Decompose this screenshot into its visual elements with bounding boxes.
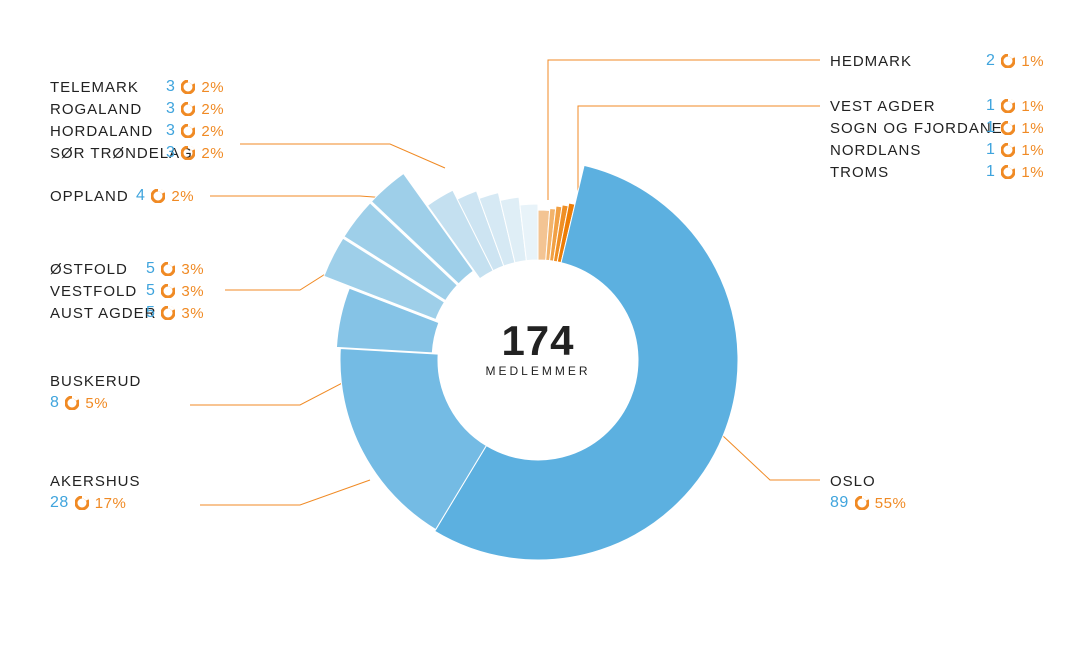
mini-donut-icon [151,189,165,203]
legend-row-oslo: OSLO [830,470,906,492]
legend-name: VESTFOLD [50,283,140,300]
legend-row-troms: TROMS 1 1% [830,161,1044,183]
legend-name: VEST AGDER [830,98,980,115]
legend-row-akershus: AKERSHUS [50,470,141,492]
legend-value: 1 [986,119,995,137]
mini-donut-icon [181,80,195,94]
legend-value: 2 [986,52,995,70]
mini-donut-icon [1001,165,1015,179]
legend-value: 5 [146,260,155,278]
legend-grp-telemark: TELEMARK3 2%ROGALAND3 2%HORDALAND3 2%SØR… [50,76,224,164]
members-donut-chart: 174 MEDLEMMER TELEMARK3 2%ROGALAND3 2%HO… [0,0,1074,647]
legend-name: NORDLANS [830,142,980,159]
mini-donut-icon [1001,121,1015,135]
legend-value: 28 [50,494,69,512]
legend-value: 3 [166,100,175,118]
legend-row-aust-agder: AUST AGDER 5 3% [50,302,204,324]
center-total: 174 [438,320,638,362]
mini-donut-icon [65,396,79,410]
legend-value: 1 [986,141,995,159]
legend-name: HORDALAND [50,123,160,140]
legend-value: 8 [50,394,59,412]
legend-value: 3 [166,78,175,96]
legend-percent: 5% [85,395,108,412]
mini-donut-icon [855,496,869,510]
mini-donut-icon [1001,54,1015,68]
legend-percent: 3% [181,261,204,278]
legend-row-telemark: TELEMARK 3 2% [50,76,224,98]
legend-row-sogn-og-fjordane: SOGN OG FJORDANE 1 1% [830,117,1044,139]
mini-donut-icon [181,102,195,116]
legend-name: ROGALAND [50,101,160,118]
mini-donut-icon [1001,99,1015,113]
legend-valrow: 8 5% [50,392,141,414]
legend-row-buskerud: BUSKERUD [50,370,141,392]
legend-name: TROMS [830,164,980,181]
legend-percent: 2% [171,188,194,205]
legend-row-hedmark: HEDMARK 2 1% [830,50,1044,72]
legend-percent: 2% [201,79,224,96]
legend-value: 5 [146,282,155,300]
mini-donut-icon [1001,143,1015,157]
legend-name: OSLO [830,473,876,490]
legend-percent: 2% [201,145,224,162]
legend-percent: 17% [95,495,127,512]
mini-donut-icon [161,306,175,320]
legend-percent: 1% [1021,53,1044,70]
legend-percent: 1% [1021,164,1044,181]
legend-grp-vestagder: VEST AGDER1 1%SOGN OG FJORDANE1 1%NORDLA… [830,95,1044,183]
legend-percent: 1% [1021,98,1044,115]
legend-name: TELEMARK [50,79,160,96]
legend-row-hordaland: HORDALAND 3 2% [50,120,224,142]
legend-name: AKERSHUS [50,473,141,490]
center-sublabel: MEDLEMMER [438,364,638,378]
legend-value: 4 [136,187,145,205]
legend-row-vest-agder: VEST AGDER 1 1% [830,95,1044,117]
legend-percent: 3% [181,283,204,300]
legend-percent: 1% [1021,142,1044,159]
mini-donut-icon [181,146,195,160]
mini-donut-icon [75,496,89,510]
legend-name: ØSTFOLD [50,261,140,278]
legend-grp-hedmark: HEDMARK 2 1% [830,50,1044,72]
legend-row-vestfold: VESTFOLD 5 3% [50,280,204,302]
mini-donut-icon [181,124,195,138]
legend-percent: 1% [1021,120,1044,137]
legend-grp-buskerud: BUSKERUD 8 5% [50,370,141,414]
legend-value: 3 [166,144,175,162]
legend-value: 1 [986,163,995,181]
legend-percent: 3% [181,305,204,322]
legend-valrow: 89 55% [830,492,906,514]
legend-name: OPPLAND [50,188,130,205]
legend-percent: 2% [201,123,224,140]
legend-value: 3 [166,122,175,140]
legend-value: 89 [830,494,849,512]
legend-percent: 55% [875,495,907,512]
leader-grp-buskerud [190,380,348,405]
center-label: 174 MEDLEMMER [438,320,638,378]
leader-grp-akershus [200,480,370,505]
mini-donut-icon [161,262,175,276]
mini-donut-icon [161,284,175,298]
leader-grp-oslo [722,435,820,480]
legend-row-rogaland: ROGALAND 3 2% [50,98,224,120]
legend-row-østfold: ØSTFOLD 5 3% [50,258,204,280]
legend-name: HEDMARK [830,53,980,70]
legend-grp-oppland: OPPLAND 4 2% [50,185,194,207]
legend-percent: 2% [201,101,224,118]
legend-name: SOGN OG FJORDANE [830,120,980,137]
legend-row-oppland: OPPLAND 4 2% [50,185,194,207]
legend-valrow: 28 17% [50,492,141,514]
legend-row-nordlans: NORDLANS 1 1% [830,139,1044,161]
legend-grp-akershus: AKERSHUS 28 17% [50,470,141,514]
legend-value: 1 [986,97,995,115]
legend-value: 5 [146,304,155,322]
legend-name: AUST AGDER [50,305,140,322]
leader-grp-telemark [240,144,445,168]
legend-name: SØR TRØNDELAG [50,145,160,162]
legend-name: BUSKERUD [50,373,141,390]
legend-grp-ostfold: ØSTFOLD 5 3% VESTFOLD 5 3% AUST AGDER 5 3% [50,258,204,324]
legend-row-sør-trøndelag: SØR TRØNDELAG 3 2% [50,142,224,164]
legend-grp-oslo: OSLO 89 55% [830,470,906,514]
